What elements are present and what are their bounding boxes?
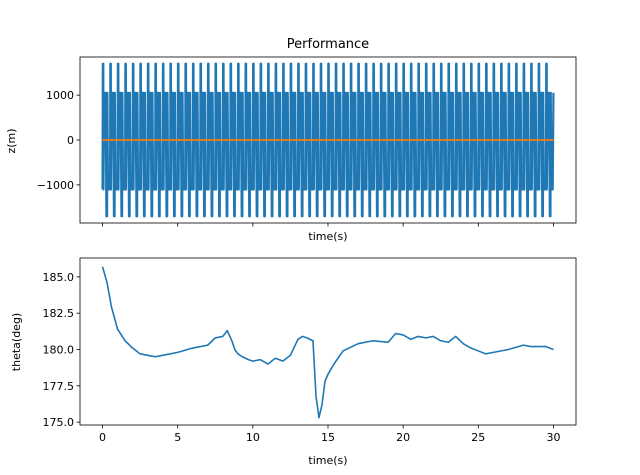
- z-y-axis-label: z(m): [5, 128, 18, 153]
- z-y-ticks: −1000 0 1000: [37, 89, 80, 192]
- y-tick-label: 0: [67, 134, 74, 147]
- y-tick-label: 180.0: [43, 343, 75, 356]
- y-tick-label: 1000: [46, 89, 74, 102]
- theta-y-ticks: 175.0 177.5 180.0 182.5 185.0: [43, 271, 80, 429]
- z-plot-frame: [79, 56, 577, 224]
- theta-x-ticks: 0 5 10 15 20 25 30: [99, 425, 560, 444]
- z-x-ticks: [102, 223, 554, 227]
- x-tick-label: 0: [99, 431, 106, 444]
- y-tick-label: 177.5: [43, 380, 75, 393]
- theta-x-axis-label: time(s): [308, 454, 347, 467]
- x-tick-label: 25: [471, 431, 485, 444]
- x-tick-label: 10: [246, 431, 260, 444]
- theta-series-group: [101, 266, 554, 419]
- x-tick-label: 30: [546, 431, 560, 444]
- series-line-0-0: [101, 62, 555, 218]
- z-x-axis-label: time(s): [308, 230, 347, 243]
- theta-panel: time(s) theta(deg) 175.0177.5180.0182.51…: [10, 257, 577, 467]
- y-tick-label: −1000: [37, 179, 74, 192]
- series-line-1-0: [101, 266, 554, 419]
- chart-title: Performance: [287, 37, 369, 52]
- y-tick-label: 182.5: [43, 307, 75, 320]
- y-tick-label: 175.0: [43, 416, 75, 429]
- x-tick-label: 5: [174, 431, 181, 444]
- z-panel: Performance time(s) z(m) −1000 0 1000: [5, 37, 577, 243]
- theta-plot-frame: [79, 257, 577, 426]
- x-tick-label: 20: [396, 431, 410, 444]
- y-tick-label: 185.0: [43, 271, 75, 284]
- z-series-group: [101, 62, 555, 218]
- x-tick-label: 15: [321, 431, 335, 444]
- theta-y-axis-label: theta(deg): [10, 313, 23, 371]
